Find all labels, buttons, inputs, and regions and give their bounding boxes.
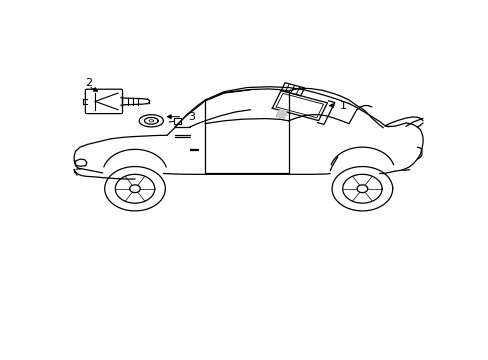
FancyBboxPatch shape — [85, 89, 122, 114]
Text: 3: 3 — [188, 112, 195, 122]
Text: 1: 1 — [339, 100, 346, 111]
Text: 2: 2 — [85, 78, 92, 89]
Polygon shape — [276, 110, 286, 118]
